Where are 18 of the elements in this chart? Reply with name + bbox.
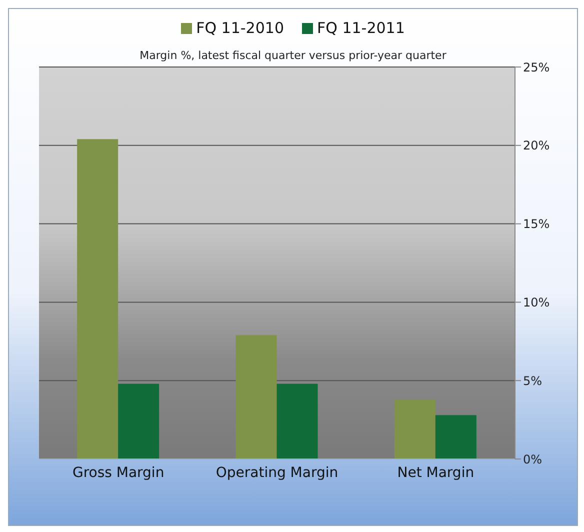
x-tick-label: Net Margin — [397, 464, 474, 481]
y-tick-label: 5% — [523, 374, 542, 388]
legend-label: FQ 11-2011 — [317, 19, 405, 37]
bar — [236, 335, 277, 459]
y-tick-label: 0% — [523, 452, 542, 466]
bar — [118, 384, 160, 459]
y-tick-label: 20% — [523, 138, 550, 153]
bar — [77, 139, 118, 459]
x-tick-label: Gross Margin — [72, 464, 164, 481]
legend-label: FQ 11-2010 — [196, 19, 284, 37]
bar — [435, 415, 476, 459]
bar — [276, 384, 318, 459]
chart-subtitle: Margin %, latest fiscal quarter versus prior-year quarter — [138, 49, 448, 62]
y-tick-label: 25% — [523, 60, 550, 74]
bar — [394, 399, 436, 459]
x-tick-label: Operating Margin — [216, 464, 338, 481]
y-tick-label: 15% — [523, 217, 550, 232]
y-tick-label: 10% — [523, 295, 550, 310]
